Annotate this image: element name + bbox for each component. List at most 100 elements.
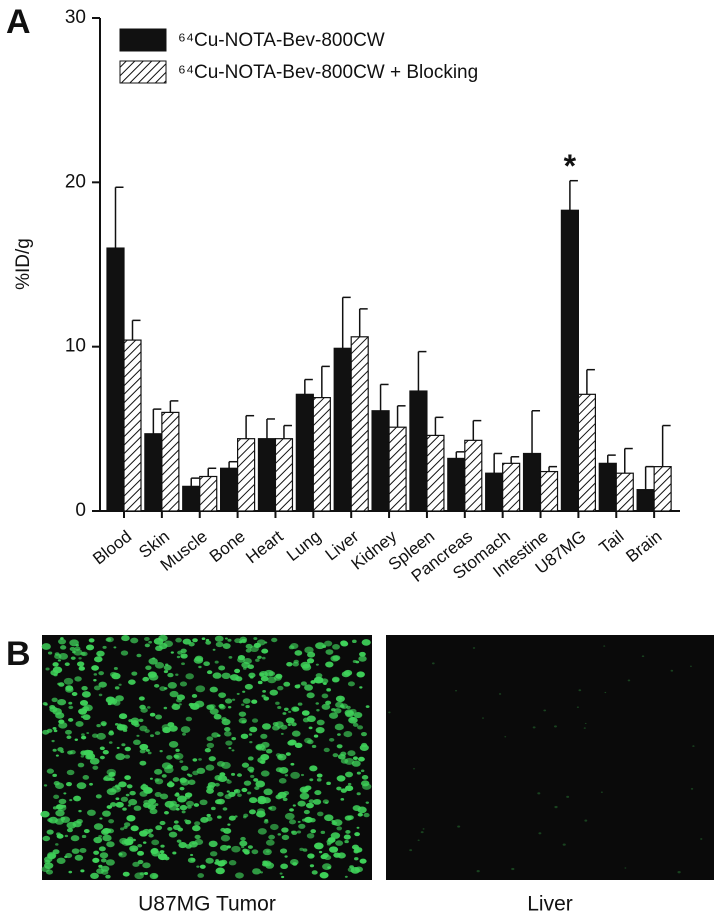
fluorescence-spot [57,747,64,752]
legend-swatch [119,28,167,52]
fluorescence-spot [359,651,366,657]
fluorescence-spot [268,671,276,677]
fluorescence-spot [129,790,136,796]
fluorescence-spot [248,809,256,815]
fluorescence-spot [126,784,133,789]
fluorescence-spot [335,695,345,703]
fluorescence-spot [109,802,117,807]
fluorescence-spot [154,768,163,775]
fluorescence-spot [388,711,391,714]
fluorescence-spot [209,686,218,693]
fluorescence-spot [115,753,126,761]
fluorescence-spot [242,698,251,704]
fluorescence-spot [331,677,340,683]
fluorescence-spot [332,655,341,661]
fluorescence-spot [600,791,603,793]
fluorescence-spot [46,768,54,774]
fluorescence-spot [114,784,120,788]
fluorescence-spot [71,691,78,697]
fluorescence-spot [123,822,131,827]
fluorescence-spot [58,653,69,660]
bar [615,472,634,512]
fluorescence-spot [161,774,167,778]
fluorescence-spot [140,707,148,713]
fluorescence-spot [181,655,185,658]
fluorescence-spot [333,852,341,858]
bar [144,433,163,512]
fluorescence-spot [122,871,130,877]
fluorescence-spot [142,862,151,869]
fluorescence-spot [247,791,252,795]
fluorescence-spot [57,698,67,706]
fluorescence-spot [343,730,353,738]
fluorescence-spot [90,872,99,880]
fluorescence-spot [46,829,54,835]
fluorescence-spot [254,786,260,790]
fluorescence-spot [219,844,229,851]
fluorescence-spot [102,750,109,755]
x-tick-label: Brain [622,527,665,566]
fluorescence-spot [257,655,262,660]
fluorescence-spot [94,656,103,663]
fluorescence-spot [159,749,163,753]
fluorescence-spot [45,667,50,671]
fluorescence-spot [120,650,129,656]
fluorescence-spot [142,676,150,682]
fluorescence-spot [282,712,287,715]
fluorescence-spot [118,713,128,720]
fluorescence-spot [455,690,458,692]
fluorescence-spot [98,834,103,838]
fluorescence-spot [179,777,187,783]
fluorescence-spot [277,753,287,761]
fluorescence-spot [180,726,191,733]
fluorescence-spot [305,802,314,809]
fluorescence-spot [268,834,276,840]
fluorescence-spot [176,655,181,659]
fluorescence-spot [356,826,360,829]
fluorescence-spot [93,679,97,682]
fluorescence-spot [231,772,236,776]
fluorescence-spot [332,753,339,758]
fluorescence-spot [224,637,228,640]
fluorescence-spot [321,703,331,710]
fluorescence-spot [340,751,347,756]
fluorescence-spot [553,725,557,728]
fluorescence-spot [154,731,161,736]
fluorescence-spot [52,773,57,778]
fluorescence-spot [316,778,322,782]
fluorescence-spot [76,782,87,790]
fluorescence-spot [85,644,95,651]
fluorescence-spot [75,721,84,727]
fluorescence-spot [268,806,273,810]
fluorescence-spot [173,820,179,824]
fluorescence-spot [175,804,180,808]
fluorescence-spot [139,725,148,732]
fluorescence-spot [311,744,317,749]
fluorescence-spot [130,717,140,724]
fluorescence-spot [237,657,246,663]
fluorescence-spot [316,709,320,712]
fluorescence-spot [583,727,586,729]
image-caption: Liver [527,893,573,916]
fluorescence-spot [130,637,139,644]
fluorescence-spot [277,833,282,836]
fluorescence-spot [363,812,370,818]
fluorescence-spot [145,665,152,671]
fluorescence-spot [126,814,136,822]
fluorescence-spot [357,725,364,730]
fluorescence-spot [145,748,150,752]
fluorescence-spot [285,752,291,756]
panel-label: B [6,635,31,673]
fluorescence-spot [65,729,72,735]
fluorescence-spot [265,839,275,846]
fluorescence-spot [241,787,248,793]
fluorescence-spot [167,827,173,831]
fluorescence-spot [125,793,130,797]
bar [560,209,580,512]
fluorescence-spot [361,775,369,780]
fluorescence-spot [153,637,164,645]
fluorescence-spot [109,788,115,793]
fluorescence-spot [79,700,89,706]
fluorescence-spot [532,726,536,729]
